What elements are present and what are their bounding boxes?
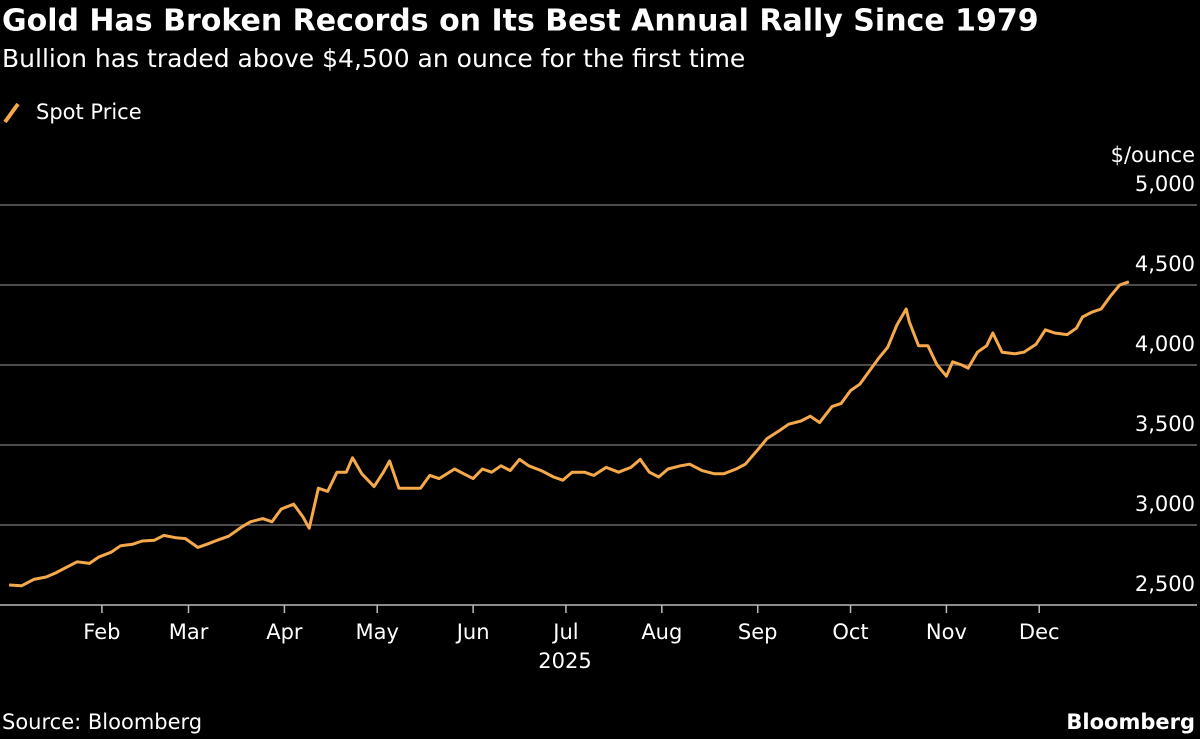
brand: Bloomberg: [1066, 710, 1195, 734]
price-line: [9, 280, 1130, 588]
x-tick-label: May: [356, 620, 399, 644]
x-tick-label: Nov: [926, 620, 967, 644]
y-tick-label: 4,000: [1135, 332, 1195, 356]
x-tick-label: Jun: [455, 620, 490, 644]
y-tick-label: 5,000: [1135, 172, 1195, 196]
x-tick-label: Dec: [1019, 620, 1060, 644]
y-tick-label: 3,500: [1135, 412, 1195, 436]
chart-title: Gold Has Broken Records on Its Best Annu…: [2, 4, 1039, 39]
source: Source: Bloomberg: [2, 710, 202, 734]
legend-swatch: [3, 102, 20, 124]
x-tick-label: Oct: [832, 620, 868, 644]
y-tick-label: 4,500: [1135, 252, 1195, 276]
x-tick-label: Jul: [551, 620, 578, 644]
y-tick-label: 3,000: [1135, 492, 1195, 516]
chart-subtitle: Bullion has traded above $4,500 an ounce…: [2, 44, 745, 73]
x-tick-label: Apr: [266, 620, 303, 644]
x-tick-label: Sep: [738, 620, 778, 644]
x-tick-label: Feb: [83, 620, 120, 644]
y-axis-label: $/ounce: [1111, 143, 1195, 167]
x-axis-label: 2025: [538, 649, 591, 673]
x-tick-label: Mar: [169, 620, 209, 644]
x-tick-label: Aug: [641, 620, 682, 644]
legend-label: Spot Price: [36, 100, 142, 124]
y-tick-label: 2,500: [1135, 572, 1195, 596]
